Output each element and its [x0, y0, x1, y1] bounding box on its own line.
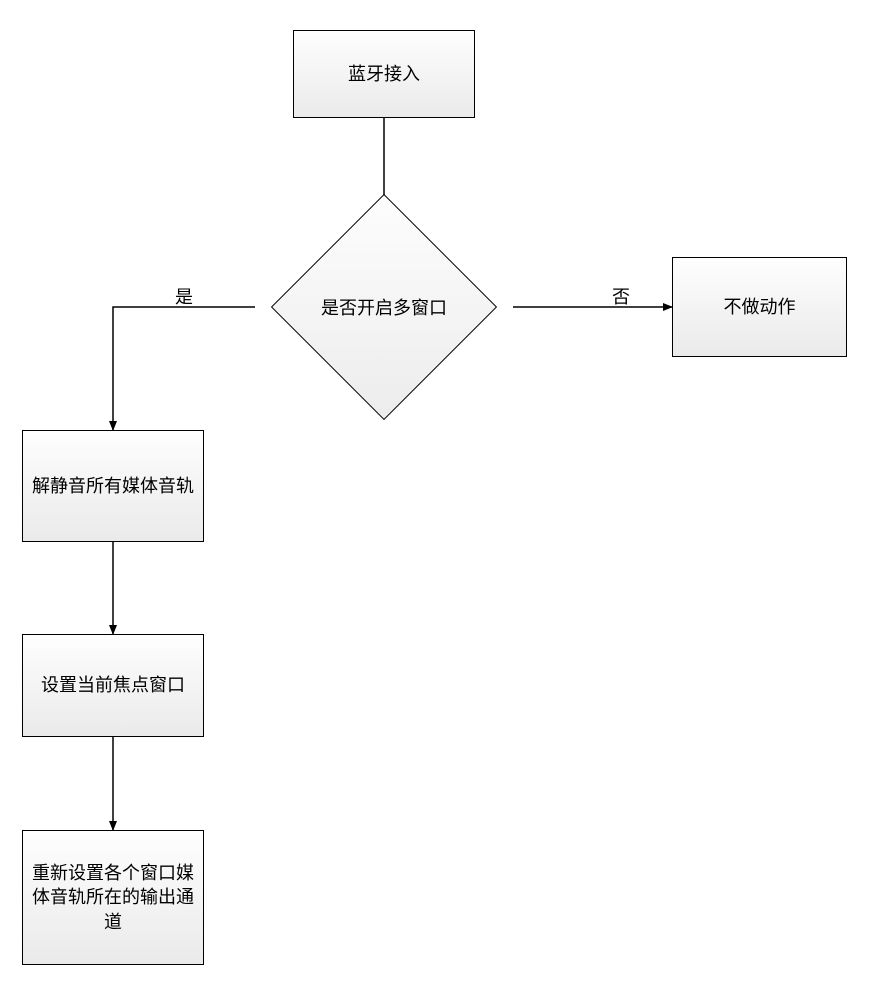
edge-label-yes: 是 — [175, 283, 193, 309]
flowchart-canvas: 蓝牙接入 是否开启多窗口 不做动作 解静音所有媒体音轨 设置当前焦点窗口 重新设… — [0, 0, 876, 1000]
edge-d1-n3 — [113, 307, 255, 430]
edge-label-no: 否 — [612, 283, 630, 309]
node-label: 是否开启多窗口 — [321, 294, 447, 320]
node-set-focus-window: 设置当前焦点窗口 — [22, 634, 204, 737]
node-reset-output-channels: 重新设置各个窗口媒体音轨所在的输出通道 — [22, 830, 204, 965]
node-label: 设置当前焦点窗口 — [41, 673, 185, 697]
node-unmute-all-tracks: 解静音所有媒体音轨 — [22, 430, 204, 542]
node-decision-multiwindow: 是否开启多窗口 — [255, 252, 513, 362]
node-label: 重新设置各个窗口媒体音轨所在的输出通道 — [31, 861, 195, 934]
node-label: 蓝牙接入 — [348, 62, 420, 86]
node-no-action: 不做动作 — [672, 257, 847, 357]
node-bluetooth-access: 蓝牙接入 — [293, 30, 475, 118]
node-label: 不做动作 — [724, 295, 796, 319]
node-label: 解静音所有媒体音轨 — [32, 474, 194, 498]
